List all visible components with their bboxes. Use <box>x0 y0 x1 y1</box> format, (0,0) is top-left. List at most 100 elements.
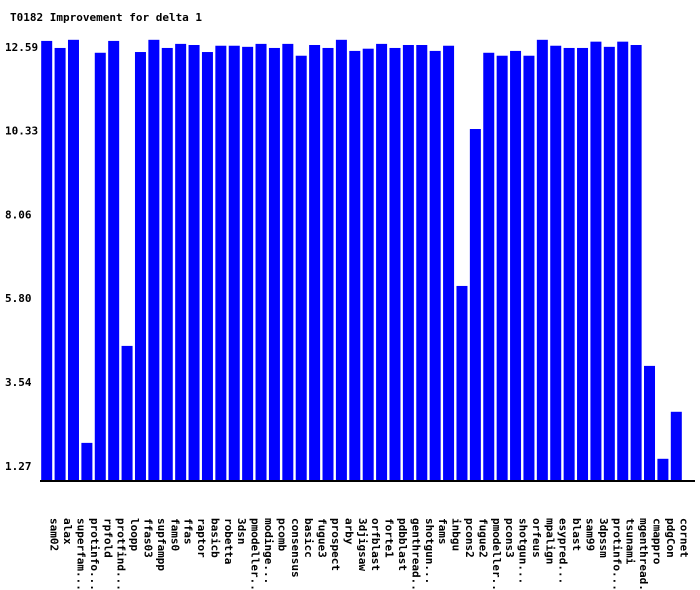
bar <box>54 47 66 482</box>
bar <box>242 46 254 481</box>
x-tick-label: pcons2 <box>463 518 476 558</box>
bar <box>469 129 481 482</box>
y-tick-label: 12.59 <box>5 41 38 54</box>
bar <box>268 47 280 482</box>
x-tick-label: ffas <box>182 518 195 545</box>
bar <box>389 47 401 482</box>
x-tick-label: protfind... <box>115 518 128 590</box>
x-tick-label: forte1 <box>383 518 396 558</box>
bar <box>603 46 615 481</box>
x-tick-label: orfeus <box>530 518 543 558</box>
x-tick-label: supfampp <box>155 518 168 571</box>
bar <box>295 55 307 482</box>
x-tick-label: basicc <box>302 518 315 558</box>
bar <box>416 44 428 482</box>
bar <box>188 44 200 482</box>
bar <box>201 52 213 481</box>
bar <box>309 44 321 482</box>
x-tick-label: pcomb <box>275 518 288 551</box>
bar <box>322 47 334 482</box>
chart-title: T0182 Improvement for delta 1 <box>10 11 202 24</box>
y-tick-label: 8.06 <box>5 209 32 222</box>
y-tick-label: 10.33 <box>5 124 38 137</box>
bar <box>429 50 441 482</box>
x-tick-label: alax <box>61 518 74 545</box>
bar <box>657 458 669 481</box>
x-tick-label: sam02 <box>48 518 61 551</box>
x-tick-label: prospect <box>329 518 342 571</box>
bar <box>228 45 240 481</box>
bar <box>282 43 294 481</box>
y-tick-label: 3.54 <box>5 376 32 389</box>
x-tick-label: modinge... <box>262 518 275 584</box>
x-tick-label: 3dsn <box>235 518 248 545</box>
bar <box>41 40 53 481</box>
x-tick-label: tsunami <box>624 518 637 565</box>
x-tick-label: pdbblast <box>396 518 409 571</box>
bar <box>563 47 575 482</box>
x-tick-label: pdgCon <box>664 518 677 558</box>
bar <box>362 48 374 481</box>
x-tick-label: raptor <box>195 518 208 558</box>
bar <box>536 39 548 482</box>
bar <box>335 39 347 482</box>
x-tick-label: cmappro <box>651 518 664 565</box>
bar <box>67 39 79 482</box>
bar <box>443 45 455 481</box>
x-tick-label: basicb <box>208 518 221 558</box>
bar <box>590 41 602 482</box>
bar <box>402 44 414 482</box>
x-tick-label: inbgu <box>450 518 463 551</box>
x-tick-label: sam99 <box>584 518 597 551</box>
bar <box>134 52 146 481</box>
bar <box>644 365 656 481</box>
bar <box>349 50 361 482</box>
bar <box>175 43 187 481</box>
x-tick-label: ffas03 <box>141 518 154 558</box>
bar <box>376 43 388 481</box>
y-tick-label: 5.80 <box>5 292 32 305</box>
x-tick-label: mpalign <box>543 518 556 564</box>
x-tick-label: robetta <box>222 518 235 564</box>
x-tick-label: arby <box>342 518 355 545</box>
bar <box>456 285 468 481</box>
x-tick-label: pmodeller... <box>490 518 503 590</box>
x-tick-label: fams <box>436 518 449 545</box>
bar <box>121 345 133 481</box>
x-tick-label: fugue2 <box>476 518 489 558</box>
x-tick-label: shotgun... <box>517 518 530 584</box>
bar <box>161 47 173 482</box>
bar <box>255 43 267 481</box>
x-tick-label: mgenthread... <box>637 518 650 590</box>
bar <box>550 45 562 481</box>
bar <box>510 50 522 482</box>
x-tick-label: protinfo... <box>88 518 101 590</box>
bar <box>523 55 535 482</box>
x-tick-label: genthread... <box>409 518 422 590</box>
x-tick-label: esypred... <box>557 518 570 584</box>
bar <box>215 45 227 481</box>
x-tick-label: fugue3 <box>316 518 329 558</box>
x-tick-label: blast <box>570 518 583 551</box>
x-tick-label: pcons3 <box>503 518 516 558</box>
x-tick-label: superfam... <box>74 518 87 590</box>
x-tick-label: cornet <box>677 518 690 558</box>
x-tick-label: pmodeller... <box>249 518 262 590</box>
bar <box>81 442 93 481</box>
bar <box>577 47 589 482</box>
bar <box>108 40 120 481</box>
x-tick-label: 3djigsaw <box>356 518 369 571</box>
y-tick-label: 1.27 <box>5 460 32 473</box>
bar <box>483 52 495 481</box>
x-tick-label: orfblast <box>369 518 382 571</box>
bar <box>630 44 642 482</box>
bar <box>670 411 682 481</box>
bar <box>617 41 629 482</box>
x-tick-label: shotgun... <box>423 518 436 584</box>
x-tick-label: consensus <box>289 518 302 578</box>
x-tick-label: protinfo... <box>610 518 623 590</box>
x-tick-label: rpfold <box>101 518 114 558</box>
x-tick-label: fams0 <box>168 518 181 551</box>
